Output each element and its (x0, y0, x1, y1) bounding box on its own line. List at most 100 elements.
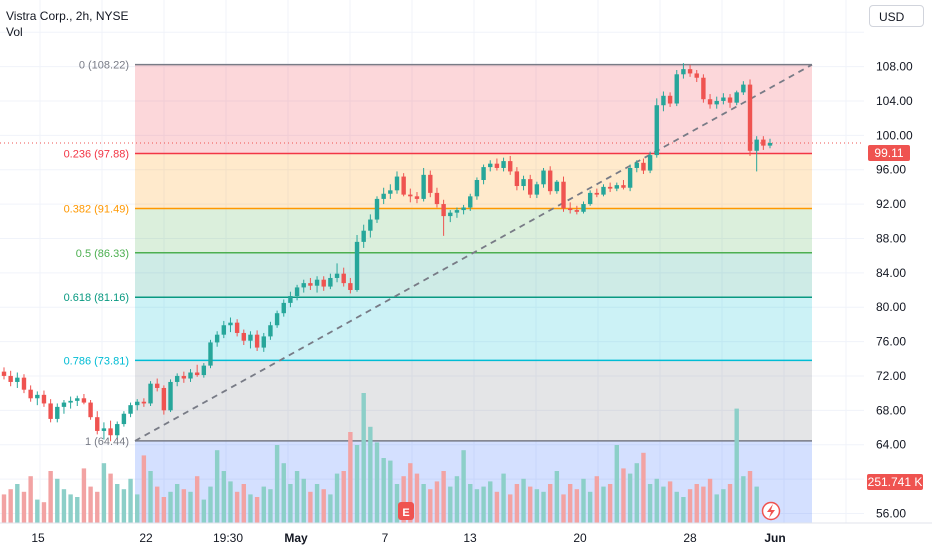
price-tick-label: 104.00 (876, 94, 913, 108)
candle-body (374, 198, 380, 220)
volume-bar (141, 455, 147, 523)
candle-body (148, 383, 153, 404)
volume-bar (707, 478, 713, 523)
volume-bar (48, 471, 53, 523)
candle-body (88, 402, 93, 418)
candle-body (701, 77, 706, 100)
volume-bar (714, 494, 719, 523)
candle-body (121, 413, 127, 425)
candle-body (727, 97, 733, 103)
volume-bar (534, 489, 540, 523)
chart-legend: Vistra Corp., 2h, NYSE Vol (6, 8, 129, 40)
candle-body (28, 389, 33, 399)
candle-body (334, 273, 340, 278)
volume-bar (621, 468, 626, 523)
candle-body (747, 84, 753, 151)
volume-bar (481, 486, 486, 523)
candle-body (408, 194, 413, 197)
volume-bar (55, 478, 60, 523)
fib-zone (135, 64, 812, 154)
volume-bar (634, 463, 639, 523)
candle-body (454, 210, 460, 213)
candle-body (221, 325, 227, 335)
volume-bar (181, 489, 187, 523)
candle-body (321, 279, 326, 287)
candle-body (601, 186, 606, 195)
volume-bar (607, 484, 613, 523)
candle-body (314, 279, 320, 286)
volume-bar (528, 486, 533, 523)
price-tick-label: 84.00 (876, 266, 906, 280)
candle-body (394, 176, 400, 191)
volume-bar (15, 484, 20, 523)
volume-bar (641, 452, 646, 523)
volume-bar (441, 471, 446, 523)
volume-bar (501, 473, 506, 523)
candle-body (41, 394, 47, 404)
volume-bar (148, 471, 153, 523)
candle-body (547, 170, 553, 192)
candle-body (761, 139, 766, 146)
time-tick-label: 15 (31, 531, 45, 545)
volume-bar (268, 489, 273, 523)
candle-body (301, 283, 306, 288)
volume-bar (741, 476, 746, 523)
price-tick-label: 100.00 (876, 128, 913, 142)
volume-bar (334, 473, 340, 523)
volume-bars (1, 393, 759, 523)
currency-selector[interactable]: USD (869, 5, 924, 27)
volume-bar (521, 478, 526, 523)
candle-body (687, 69, 693, 74)
volume-bar (294, 471, 300, 523)
trendline (134, 63, 813, 442)
volume-bar (554, 471, 560, 523)
candle-body (654, 105, 659, 156)
candle-body (8, 375, 13, 382)
candle-body (481, 167, 486, 180)
candle-body (75, 398, 80, 401)
volume-bar (228, 481, 233, 523)
candle-body (441, 204, 446, 217)
volume-bar (541, 491, 546, 523)
candle-body (48, 403, 53, 419)
volume-bar (128, 478, 133, 523)
volume-bar (88, 486, 93, 523)
volume-bar (374, 442, 380, 523)
volume-bar (28, 476, 33, 523)
volume-bar (461, 450, 466, 523)
volume-bar (208, 486, 213, 523)
candle-body (128, 405, 133, 414)
lightning-glyph (767, 504, 775, 518)
volume-bar (115, 484, 120, 523)
fib-level-label: 0 (108.22) (79, 60, 129, 72)
candle-body (734, 92, 739, 103)
candle-body (274, 313, 280, 326)
fib-zone (135, 360, 812, 441)
candle-body (574, 210, 580, 212)
volume-bar (41, 502, 47, 523)
candle-body (214, 334, 220, 343)
volume-bar (328, 494, 333, 523)
candle-body (35, 394, 40, 399)
candle-body (234, 322, 240, 333)
candle-body (647, 155, 653, 171)
volume-bar (168, 491, 173, 523)
candle-body (135, 401, 140, 406)
volume-bar (361, 393, 366, 523)
candle-body (248, 334, 253, 341)
candle-body (194, 372, 200, 376)
volume-bar (661, 486, 666, 523)
candle-body (474, 180, 480, 197)
last-price-tag: 99.11 (868, 145, 910, 161)
volume-bar (248, 494, 253, 523)
candle-body (354, 241, 360, 290)
candle-body (368, 219, 373, 231)
candle-body (614, 185, 619, 189)
candle-body (488, 163, 493, 168)
volume-bar (414, 473, 420, 523)
candle-body (101, 428, 107, 431)
volume-bar (647, 484, 653, 523)
candle-body (414, 196, 420, 199)
volume-bar (687, 489, 693, 523)
